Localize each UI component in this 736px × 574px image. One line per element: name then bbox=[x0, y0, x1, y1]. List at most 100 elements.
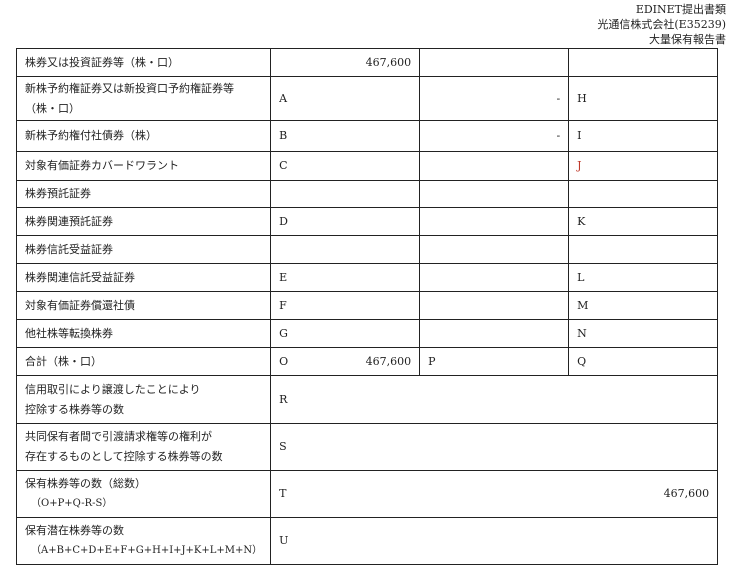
label-text: 他社株等転換株券 bbox=[25, 326, 113, 340]
cell-value: - bbox=[556, 129, 561, 142]
cell-letter: D bbox=[279, 214, 288, 228]
value-cell: L bbox=[568, 263, 719, 292]
row-label: 共同保有者間で引渡請求権等の権利が 存在するものとして控除する株券等の数 bbox=[15, 423, 272, 471]
value-cell: C bbox=[270, 151, 421, 181]
value-cell: E bbox=[270, 263, 421, 292]
merged-value-cell: S bbox=[270, 423, 719, 471]
value-cell: - bbox=[419, 120, 570, 152]
table-row: 株券預託証券 bbox=[15, 180, 719, 208]
value-cell: G bbox=[270, 319, 421, 348]
value-cell: P bbox=[419, 347, 570, 376]
row-label: 他社株等転換株券 bbox=[15, 319, 272, 348]
holdings-table: 株券又は投資証券等（株・口） 467,600 新株予約権証券又は新投資口予約権証券等… bbox=[15, 48, 719, 565]
cell-letter: H bbox=[577, 91, 587, 105]
cell-letter: F bbox=[279, 298, 287, 312]
value-cell: A bbox=[270, 76, 421, 121]
label-text: 信用取引により譲渡したことにより bbox=[25, 382, 201, 396]
cell-letter: U bbox=[279, 534, 289, 547]
value-cell: N bbox=[568, 319, 719, 348]
cell-letter: N bbox=[577, 326, 587, 340]
label-text: 合計（株・口） bbox=[25, 354, 102, 368]
cell-letter: J bbox=[577, 159, 582, 172]
label-text: 株券預託証券 bbox=[25, 187, 91, 200]
row-label: 株券関連信託受益証券 bbox=[15, 263, 272, 292]
table-row: 合計（株・口） O 467,600 P Q bbox=[15, 347, 719, 376]
value-cell: K bbox=[568, 207, 719, 236]
table-row: 共同保有者間で引渡請求権等の権利が 存在するものとして控除する株券等の数 S bbox=[15, 423, 719, 471]
report-title: 大量保有報告書 bbox=[649, 33, 726, 46]
cell-letter: B bbox=[279, 129, 288, 142]
label-text: 株券信託受益証券 bbox=[25, 242, 113, 256]
value-cell bbox=[419, 151, 570, 181]
row-label: 合計（株・口） bbox=[15, 347, 272, 376]
table-row: 保有株券等の数（総数） （O+P+Q-R-S） T 467,600 bbox=[15, 470, 719, 518]
value-cell: J bbox=[568, 151, 719, 181]
row-label: 株券又は投資証券等（株・口） bbox=[15, 48, 272, 77]
cell-letter: P bbox=[428, 354, 436, 368]
table-row: 株券又は投資証券等（株・口） 467,600 bbox=[15, 48, 719, 77]
value-cell bbox=[568, 180, 719, 208]
cell-letter: E bbox=[279, 270, 288, 284]
cell-letter: M bbox=[577, 298, 589, 312]
label-text: 株券関連預託証券 bbox=[25, 214, 113, 228]
cell-letter: A bbox=[279, 91, 288, 105]
cell-letter: T bbox=[279, 487, 287, 500]
doc-type: EDINET提出書類 bbox=[635, 3, 726, 16]
table-row: 他社株等転換株券 G N bbox=[15, 319, 719, 348]
value-cell bbox=[568, 48, 719, 77]
value-cell bbox=[419, 235, 570, 264]
row-label: 株券関連預託証券 bbox=[15, 207, 272, 236]
value-cell bbox=[419, 207, 570, 236]
label-text: 株券関連信託受益証券 bbox=[25, 270, 135, 284]
label-text-2: （O+P+Q-R-S） bbox=[31, 498, 113, 509]
cell-letter: S bbox=[279, 440, 287, 453]
row-label: 株券信託受益証券 bbox=[15, 235, 272, 264]
merged-value-cell: T 467,600 bbox=[270, 470, 719, 518]
value-cell: H bbox=[568, 76, 719, 121]
row-label: 保有株券等の数（総数） （O+P+Q-R-S） bbox=[15, 470, 272, 518]
label-text: 保有潜在株券等の数 bbox=[25, 524, 124, 537]
label-text-2: （A+B+C+D+E+F+G+H+I+J+K+L+M+N） bbox=[31, 545, 263, 556]
value-cell bbox=[419, 319, 570, 348]
row-label: 対象有価証券カバードワラント bbox=[15, 151, 272, 181]
cell-letter: L bbox=[577, 270, 585, 284]
table-row: 対象有価証券償還社債 F M bbox=[15, 291, 719, 320]
label-text: 新株予約権付社債券（株） bbox=[25, 129, 157, 142]
table-row: 新株予約権付社債券（株） B - I bbox=[15, 120, 719, 152]
row-label: 新株予約権付社債券（株） bbox=[15, 120, 272, 152]
label-text: 株券又は投資証券等（株・口） bbox=[25, 55, 179, 69]
value-cell: M bbox=[568, 291, 719, 320]
label-text-2: 存在するものとして控除する株券等の数 bbox=[25, 450, 223, 463]
cell-letter: K bbox=[577, 214, 586, 228]
value-cell: - bbox=[419, 76, 570, 121]
table-row: 保有潜在株券等の数 （A+B+C+D+E+F+G+H+I+J+K+L+M+N） U bbox=[15, 517, 719, 565]
row-label: 新株予約権証券又は新投資口予約権証券等 （株・口） bbox=[15, 76, 272, 121]
table-row: 対象有価証券カバードワラント C J bbox=[15, 151, 719, 181]
value-cell bbox=[419, 180, 570, 208]
cell-value: 467,600 bbox=[663, 487, 710, 500]
value-cell: D bbox=[270, 207, 421, 236]
row-label: 信用取引により譲渡したことにより 控除する株券等の数 bbox=[15, 375, 272, 424]
cell-letter: I bbox=[577, 129, 582, 142]
cell-letter: C bbox=[279, 159, 288, 172]
table-row: 株券関連信託受益証券 E L bbox=[15, 263, 719, 292]
value-cell: 467,600 bbox=[270, 48, 421, 77]
table-row: 信用取引により譲渡したことにより 控除する株券等の数 R bbox=[15, 375, 719, 424]
value-cell: F bbox=[270, 291, 421, 320]
label-text: 保有株券等の数（総数） bbox=[25, 477, 146, 490]
cell-value: 467,600 bbox=[365, 354, 412, 368]
value-cell: Q bbox=[568, 347, 719, 376]
value-cell bbox=[419, 291, 570, 320]
row-label: 保有潜在株券等の数 （A+B+C+D+E+F+G+H+I+J+K+L+M+N） bbox=[15, 517, 272, 565]
cell-letter: G bbox=[279, 326, 288, 340]
merged-value-cell: R bbox=[270, 375, 719, 424]
label-text: 対象有価証券カバードワラント bbox=[25, 159, 179, 172]
cell-letter: Q bbox=[577, 354, 587, 368]
row-label: 対象有価証券償還社債 bbox=[15, 291, 272, 320]
label-text: 新株予約権証券又は新投資口予約権証券等 bbox=[25, 81, 234, 95]
label-text-2: 控除する株券等の数 bbox=[25, 402, 124, 416]
company-name: 光通信株式会社(E35239) bbox=[597, 18, 726, 31]
cell-value: 467,600 bbox=[365, 55, 412, 69]
value-cell bbox=[419, 263, 570, 292]
cell-letter: R bbox=[279, 392, 288, 406]
